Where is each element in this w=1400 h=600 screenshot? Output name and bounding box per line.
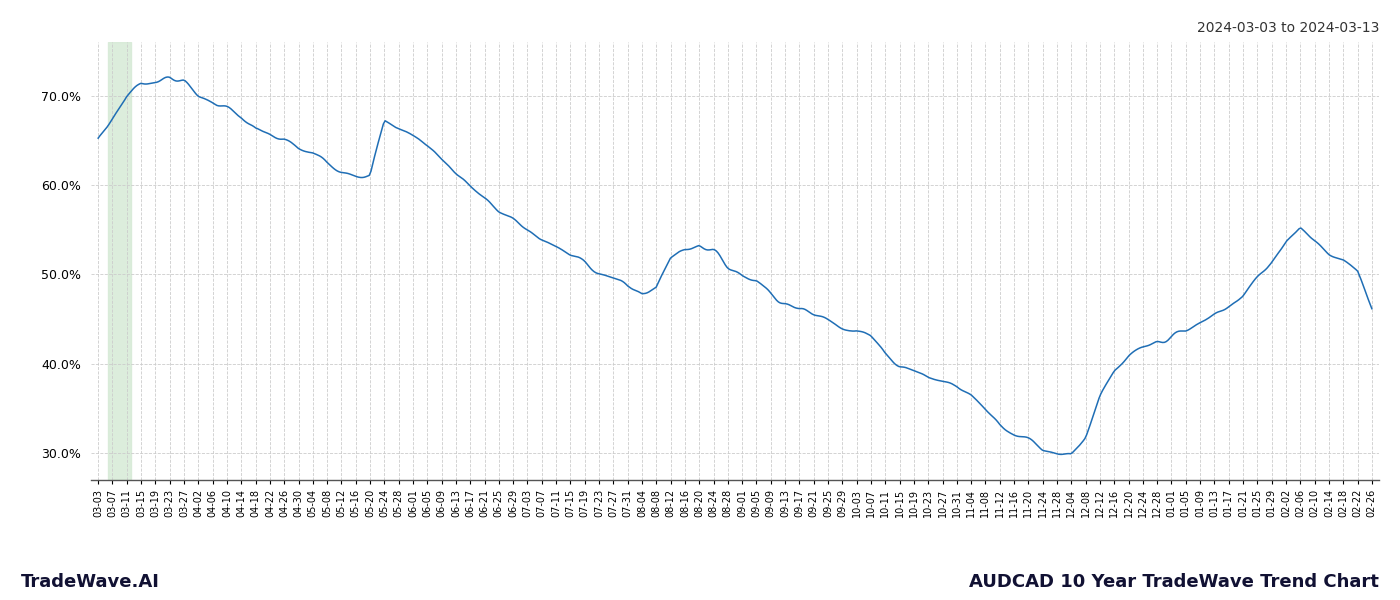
Bar bbox=[108, 42, 132, 480]
Text: AUDCAD 10 Year TradeWave Trend Chart: AUDCAD 10 Year TradeWave Trend Chart bbox=[969, 573, 1379, 591]
Text: TradeWave.AI: TradeWave.AI bbox=[21, 573, 160, 591]
Text: 2024-03-03 to 2024-03-13: 2024-03-03 to 2024-03-13 bbox=[1197, 21, 1379, 35]
